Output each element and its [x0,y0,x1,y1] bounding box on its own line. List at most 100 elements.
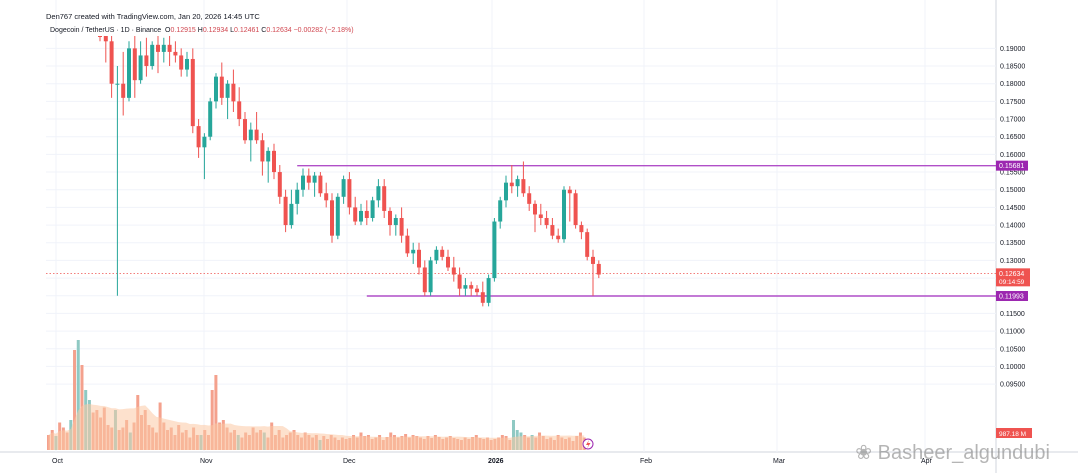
open-value: 0.12915 [170,27,196,34]
candle-body [440,249,445,257]
watermark-icon: ❀ [855,442,873,464]
candle [277,164,282,204]
candle-body [550,225,555,236]
volume-bar [214,375,218,450]
candle-body [562,189,566,240]
candle [579,221,584,240]
candle-body [219,76,224,98]
candle-body [544,218,549,226]
candle-body [301,175,305,190]
lightning-icon[interactable] [582,438,594,450]
candle [567,186,572,222]
candle [237,87,242,127]
candle-body [202,136,207,148]
candle-body [312,175,317,183]
candle-body [405,235,410,254]
candle [411,242,416,264]
candle [103,36,108,63]
candle-body [109,41,114,84]
candle [388,207,392,236]
candle-body [353,207,358,222]
candle-body [167,44,172,52]
candle [109,36,114,98]
countdown-label: 09:14:59 [999,279,1025,286]
candle-body [254,129,259,141]
candle [370,196,375,222]
candle-body [103,36,108,42]
candle-body [521,179,526,194]
open-label: O [165,27,171,34]
candle-body [579,225,584,233]
candle-body [347,179,352,208]
candle [179,48,184,77]
candle-body [573,193,578,226]
level-label: 0.11993 [999,293,1024,300]
candle-body [498,200,503,222]
candle-body [144,55,149,67]
candle-body [370,200,375,218]
candle [515,175,520,197]
candle-body [324,193,329,201]
volume-bar [76,340,80,450]
close-label: C [261,27,267,34]
candle-body [330,200,334,236]
close-value: 0.12634 [266,27,292,34]
candle [98,36,102,42]
candle [434,246,439,264]
candle-body [382,186,387,211]
candle-body [196,126,201,148]
level-label: 0.15681 [999,163,1024,170]
level-label-bg [996,290,1028,301]
candle-body [359,210,363,222]
candle [196,119,201,158]
candle [556,228,561,243]
candle [498,196,503,229]
candle-body [428,260,433,293]
candle [144,37,149,77]
candle-body [161,44,166,52]
candle-body [422,267,427,293]
candle-body [185,58,189,70]
candle [422,260,427,296]
y-tick-label: 0.14500 [1000,205,1025,212]
candle [127,41,131,102]
candle [289,189,294,229]
candle-body [173,51,178,56]
candle [115,66,120,296]
candle [533,200,537,233]
candle [254,111,259,144]
symbol-name: Dogecoin / TetherUS · 1D · Binance [50,27,162,34]
volume-bar [512,420,515,450]
y-tick-label: 0.17000 [1000,117,1025,124]
candle [486,274,491,307]
candle [550,218,555,240]
candle [202,133,207,180]
candle [138,41,143,84]
candle-body [411,249,416,254]
candle [306,168,311,190]
x-tick-label: Oct [52,458,63,465]
candle-body [243,119,247,141]
candle [121,51,126,116]
y-tick-label: 0.18500 [1000,64,1025,71]
candle-body [179,55,184,70]
y-tick-label: 0.16500 [1000,134,1025,141]
candle [359,203,363,226]
candle [376,179,381,208]
high-label: H [197,27,203,34]
candle-body [434,249,439,261]
candle-body [266,150,271,162]
candle [248,122,253,162]
candle [208,97,213,141]
candle-body [475,288,479,293]
candle-body [318,175,323,194]
candle [573,189,578,229]
candle [417,242,421,275]
candle [185,51,189,77]
candle [272,143,276,180]
candle [585,228,590,261]
watermark-text: Basheer_algundubi [877,442,1050,464]
candle-body [121,83,126,98]
